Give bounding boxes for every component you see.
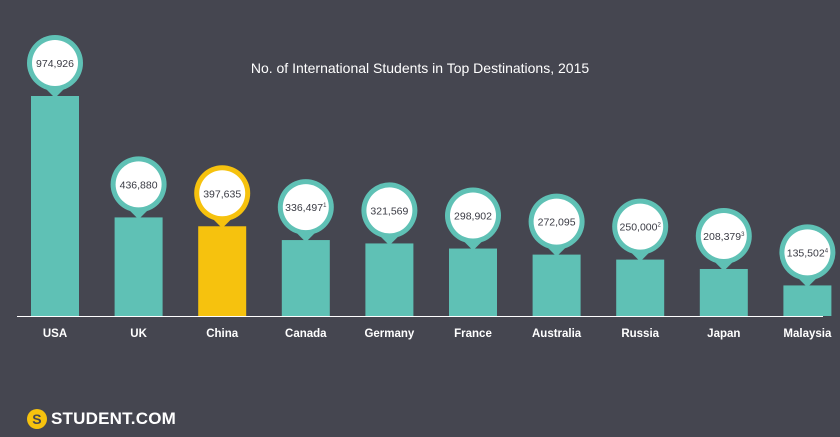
category-label: UK — [130, 328, 147, 340]
category-label: Canada — [285, 328, 327, 340]
data-label: 208,3793 — [703, 231, 745, 243]
bar-group-uk: 436,880 UK — [110, 156, 167, 340]
bar-group-france: 298,902 France — [445, 187, 501, 340]
bar-uk — [114, 217, 163, 316]
bar-china — [198, 226, 247, 316]
category-label: USA — [43, 328, 67, 340]
data-label: 321,569 — [370, 205, 408, 217]
data-label: 336,4971 — [285, 202, 327, 214]
student-com-logo: S STUDENT.COM — [27, 409, 176, 429]
marker-bubble — [282, 184, 329, 231]
data-label: 135,5024 — [787, 247, 829, 259]
marker-bubble — [366, 187, 413, 234]
bar-group-russia: 250,0002 Russia — [612, 198, 669, 340]
category-label: Germany — [364, 328, 414, 340]
marker-bubble — [784, 229, 831, 276]
footnote-marker: 4 — [825, 248, 829, 254]
category-label: Japan — [707, 328, 740, 340]
marker-bubble — [700, 212, 747, 259]
category-label: Malaysia — [783, 328, 832, 340]
category-label: China — [206, 328, 239, 340]
bar-france — [449, 248, 497, 316]
bar-germany — [365, 243, 414, 316]
category-label: Australia — [532, 328, 582, 340]
data-label: 397,635 — [203, 188, 241, 200]
marker-bubble — [450, 192, 496, 239]
bar-group-germany: 321,569 Germany — [361, 182, 418, 340]
bar-group-usa: 974,926 USA — [27, 35, 83, 340]
logo-text: STUDENT.COM — [51, 409, 176, 428]
bar-group-australia: 272,095 Australia — [528, 193, 585, 340]
data-label: 298,902 — [454, 211, 492, 223]
category-label: Russia — [621, 328, 659, 340]
bar-group-canada: 336,4971 Canada — [277, 179, 334, 340]
footnote-marker: 3 — [741, 232, 745, 238]
footnote-marker: 1 — [323, 203, 327, 209]
data-label: 436,880 — [120, 179, 158, 191]
bar-group-malaysia: 135,5024 Malaysia — [779, 224, 836, 340]
bar-malaysia — [783, 285, 832, 316]
data-label: 250,0002 — [620, 222, 662, 234]
logo-mark-icon: S — [27, 409, 47, 429]
bar-australia — [532, 254, 581, 316]
bar-usa — [31, 96, 79, 316]
bar-group-china: 397,635 China — [194, 165, 251, 340]
marker-bubble — [533, 198, 580, 245]
marker-bubble — [115, 161, 162, 208]
marker-bubble — [32, 40, 78, 86]
marker-bubble — [199, 170, 246, 217]
chart-title: No. of International Students in Top Des… — [250, 60, 590, 76]
category-label: France — [454, 328, 492, 340]
footnote-marker: 2 — [658, 223, 662, 229]
bar-group-japan: 208,3793 Japan — [695, 207, 752, 340]
data-label: 272,095 — [538, 217, 576, 229]
marker-bubble — [617, 203, 664, 250]
bar-russia — [616, 259, 665, 316]
bar-japan — [699, 268, 748, 316]
bar-canada — [281, 240, 330, 316]
data-label: 974,926 — [36, 58, 74, 70]
